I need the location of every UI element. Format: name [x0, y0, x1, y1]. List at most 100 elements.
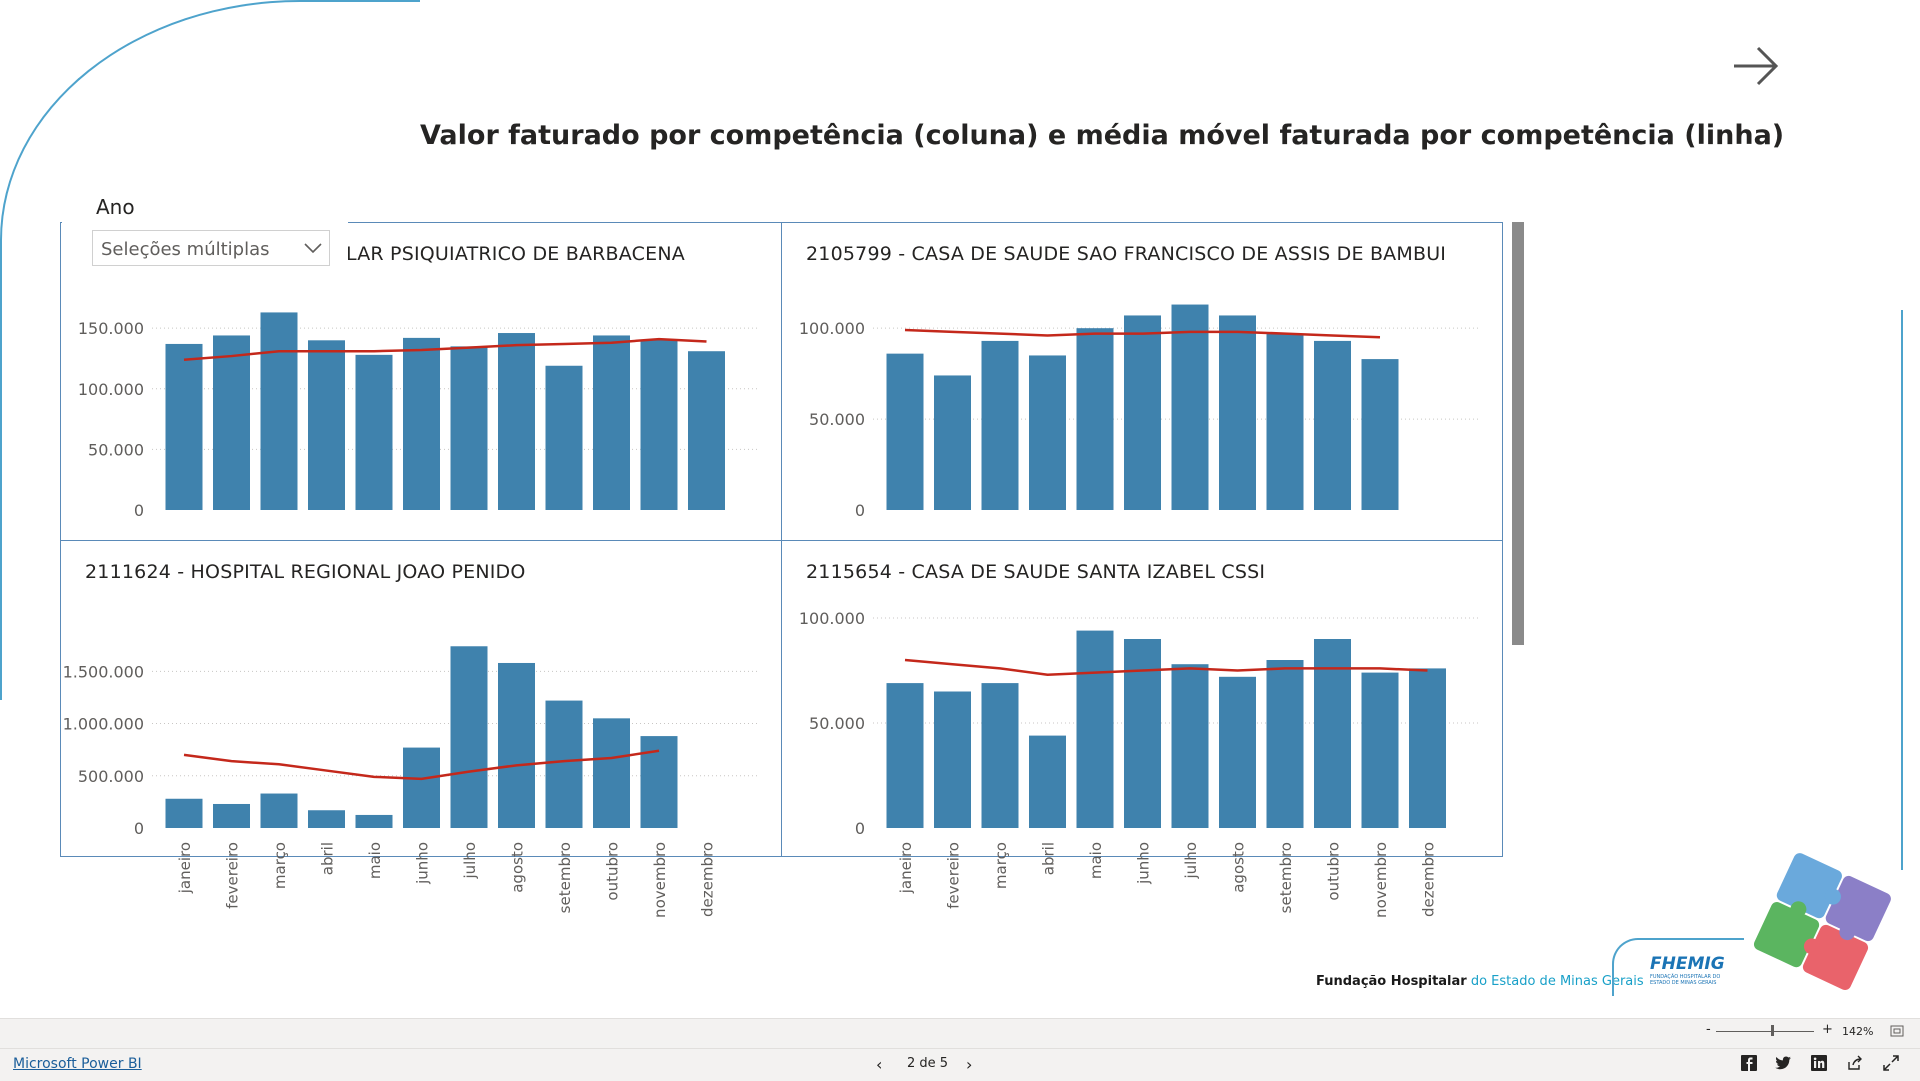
bar-julho	[1171, 304, 1209, 510]
chart-title-4: 2115654 - CASA DE SAUDE SANTA IZABEL CSS…	[806, 561, 1266, 583]
puzzle-logo-icon	[1753, 853, 1891, 991]
y-tick-label: 50.000	[809, 410, 865, 429]
bar-novembro	[1361, 672, 1399, 828]
bar-agosto	[1219, 676, 1256, 828]
moving-average-line	[904, 328, 1381, 339]
report-title: Valor faturado por competência (coluna) …	[420, 120, 1785, 151]
chart-title-1: LAR PSIQUIATRICO DE BARBACENA	[346, 243, 685, 265]
chart-hospital-barbacena: 0 50.000 100.000 150.000	[78, 312, 760, 520]
bar-novembro	[1361, 359, 1399, 510]
bar-outubro	[1314, 639, 1351, 828]
x-tick-label-fevereiro: fevereiro	[945, 842, 963, 909]
x-tick-label-fevereiro: fevereiro	[224, 842, 242, 909]
x-tick-label-maio: maio	[1087, 842, 1105, 879]
y-tick-label: 1.500.000	[63, 662, 144, 681]
moving-average-line	[904, 658, 1428, 676]
x-tick-label-setembro: setembro	[1277, 842, 1295, 913]
bar-novembro	[640, 736, 678, 828]
bar-fevereiro	[213, 803, 250, 828]
fit-to-page-icon[interactable]	[1890, 1025, 1904, 1037]
bar-março	[260, 312, 298, 510]
x-tick-label-abril: abril	[319, 842, 337, 875]
x-tick-label-maio: maio	[366, 842, 384, 879]
zoom-slider-thumb[interactable]	[1771, 1025, 1774, 1036]
next-page-arrow-icon[interactable]	[1728, 38, 1784, 94]
bar-outubro	[593, 335, 630, 510]
bar-dezembro	[688, 351, 725, 510]
x-tick-label-julho: julho	[1182, 842, 1200, 880]
zoom-out-button[interactable]: -	[1706, 1022, 1711, 1037]
y-tick-label: 50.000	[809, 714, 865, 733]
x-tick-label-agosto: agosto	[509, 842, 527, 893]
bar-novembro	[640, 340, 678, 510]
organization-name-bold: Fundação Hospitalar	[1316, 974, 1467, 989]
y-tick-label: 500.000	[78, 767, 144, 786]
linkedin-icon[interactable]	[1810, 1054, 1828, 1072]
bar-abril	[1029, 735, 1066, 828]
x-tick-label-setembro: setembro	[556, 842, 574, 913]
share-icon[interactable]	[1846, 1054, 1864, 1072]
y-tick-label: 1.000.000	[63, 715, 144, 734]
x-tick-label-abril: abril	[1040, 842, 1058, 875]
bar-setembro	[1266, 660, 1304, 828]
previous-page-button[interactable]: ‹	[876, 1055, 883, 1074]
decorative-line	[1901, 310, 1903, 870]
bar-maio	[355, 814, 393, 828]
x-tick-label-julho: julho	[461, 842, 479, 880]
bar-março	[260, 793, 298, 828]
vertical-scrollbar[interactable]	[1512, 222, 1524, 645]
x-tick-label-outubro: outubro	[1325, 842, 1343, 901]
y-tick-label: 100.000	[799, 319, 865, 338]
zoom-slider-track[interactable]	[1716, 1031, 1814, 1032]
zoom-bar	[0, 1018, 1920, 1049]
facebook-icon[interactable]	[1740, 1054, 1758, 1072]
bottom-bar	[0, 1048, 1920, 1081]
bar-outubro	[1314, 340, 1351, 510]
chart-casa-saude-santa-izabel: 0 50.000 100.000 janeiro fevereiro março abril…	[799, 609, 1481, 918]
year-slicer-label: Ano	[96, 195, 135, 219]
fullscreen-icon[interactable]	[1882, 1054, 1900, 1072]
year-slicer-dropdown[interactable]: Seleções múltiplas	[92, 230, 330, 266]
fhemig-logo-name: FHEMIG	[1650, 954, 1725, 974]
x-tick-label-novembro: novembro	[1372, 842, 1390, 918]
next-page-button[interactable]: ›	[966, 1055, 973, 1074]
x-tick-label-março: março	[271, 842, 289, 889]
bar-abril	[308, 810, 345, 828]
organization-name-rest: do Estado de Minas Gerais	[1466, 974, 1644, 989]
moving-average-line	[183, 749, 660, 781]
fhemig-logo-subtitle: FUNDAÇÃO HOSPITALAR DO ESTADO DE MINAS G…	[1650, 974, 1721, 986]
bar-março	[981, 683, 1019, 828]
moving-average-line	[183, 337, 707, 361]
bar-abril	[308, 340, 345, 510]
x-tick-label-outubro: outubro	[604, 842, 622, 901]
chart-title-3: 2111624 - HOSPITAL REGIONAL JOAO PENIDO	[85, 561, 526, 583]
twitter-icon[interactable]	[1774, 1054, 1792, 1072]
bar-fevereiro	[934, 691, 971, 828]
bar-janeiro	[165, 343, 203, 510]
x-tick-label-agosto: agosto	[1230, 842, 1248, 893]
chevron-down-icon	[304, 243, 322, 254]
x-tick-label-junho: junho	[1135, 842, 1153, 885]
fhemig-logo: FHEMIG FUNDAÇÃO HOSPITALAR DO ESTADO DE …	[1612, 938, 1744, 996]
x-tick-label-dezembro: dezembro	[1420, 842, 1438, 917]
bar-setembro	[545, 700, 583, 828]
y-tick-label: 0	[134, 819, 144, 838]
chart-casa-saude-bambui: 0 50.000 100.000	[799, 304, 1481, 520]
bar-agosto	[1219, 315, 1256, 510]
chart-title-2: 2105799 - CASA DE SAUDE SAO FRANCISCO DE…	[806, 243, 1447, 265]
bar-maio	[1076, 328, 1114, 510]
zoom-in-button[interactable]: +	[1822, 1022, 1833, 1037]
bar-junho	[403, 747, 440, 828]
bar-julho	[1171, 664, 1209, 828]
y-tick-label: 0	[134, 501, 144, 520]
x-tick-label-janeiro: janeiro	[897, 842, 915, 894]
chart-panel-4	[781, 540, 1503, 857]
chart-hospital-joao-penido: 0 500.000 1.000.000 1.500.000 janeiro feverei…	[63, 646, 760, 918]
x-tick-label-novembro: novembro	[651, 842, 669, 918]
power-bi-link[interactable]: Microsoft Power BI	[13, 1056, 142, 1072]
bar-maio	[355, 354, 393, 510]
bar-fevereiro	[934, 375, 971, 510]
bar-junho	[1124, 639, 1161, 828]
bar-julho	[450, 346, 488, 510]
bar-março	[981, 340, 1019, 510]
